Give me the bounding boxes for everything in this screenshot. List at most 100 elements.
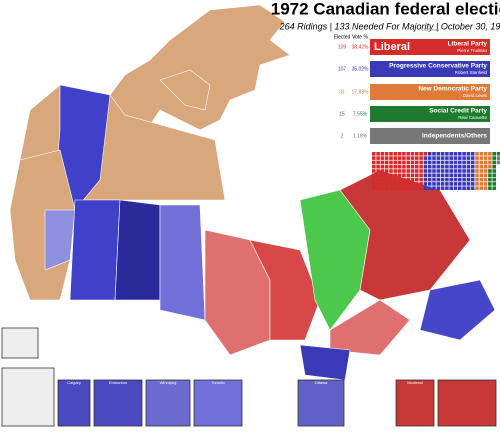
leader: Pierre Trudeau [457, 48, 487, 53]
seat [449, 169, 453, 173]
seat [402, 169, 406, 173]
party-name: Progressive Conservative Party [389, 63, 487, 70]
seat [406, 182, 410, 186]
seat [470, 152, 475, 156]
seat [415, 156, 419, 160]
seat [410, 177, 415, 182]
seat [440, 186, 445, 190]
seat [440, 182, 445, 186]
seat [389, 173, 393, 178]
seat [432, 182, 436, 186]
seat [479, 186, 484, 190]
seat [423, 152, 428, 156]
seat [372, 156, 376, 160]
seat [432, 160, 436, 165]
seat [427, 169, 432, 173]
seat [488, 177, 492, 182]
seat [415, 173, 419, 178]
seat [372, 164, 376, 169]
seat [466, 186, 471, 190]
seat [488, 186, 492, 190]
seat [492, 186, 496, 190]
seat [462, 156, 466, 160]
seat [458, 182, 462, 186]
seat [453, 152, 458, 156]
seat [453, 173, 458, 178]
seat [440, 160, 445, 165]
seat [397, 164, 402, 169]
seat [423, 186, 428, 190]
seat [406, 177, 410, 182]
seat [410, 182, 415, 186]
seat [432, 156, 436, 160]
seat [423, 173, 428, 178]
seat [440, 152, 445, 156]
seat [389, 164, 393, 169]
seat [419, 152, 423, 156]
seat [488, 152, 492, 156]
party-bar [370, 39, 490, 55]
seat [496, 152, 500, 156]
seat [427, 182, 432, 186]
insets [1, 327, 497, 427]
seat [483, 169, 488, 173]
seat [449, 156, 453, 160]
seat [479, 177, 484, 182]
seats: 107 [338, 66, 347, 72]
seat [415, 164, 419, 169]
seat [427, 152, 432, 156]
party-name: Independents/Others [422, 133, 487, 140]
seat [372, 152, 376, 156]
seat [479, 169, 484, 173]
seat [470, 156, 475, 160]
seat [380, 169, 385, 173]
title: 1972 Canadian federal election [271, 0, 500, 18]
seat [376, 169, 380, 173]
seat [436, 160, 441, 165]
seat [419, 164, 423, 169]
seat [453, 177, 458, 182]
seat [397, 169, 402, 173]
seat [458, 164, 462, 169]
seat [449, 173, 453, 178]
party-name: New Democratic Party [418, 86, 487, 93]
seat [380, 160, 385, 165]
seat [462, 177, 466, 182]
seat [376, 160, 380, 165]
seat [479, 156, 484, 160]
seat [458, 169, 462, 173]
seat [492, 152, 496, 156]
seat [470, 182, 475, 186]
seat [393, 152, 398, 156]
seat [372, 177, 376, 182]
seat [397, 177, 402, 182]
seat [419, 156, 423, 160]
seat [483, 173, 488, 178]
seat [389, 186, 393, 190]
seat [415, 169, 419, 173]
seat [436, 164, 441, 169]
seat [384, 177, 389, 182]
seat [483, 177, 488, 182]
seat [440, 164, 445, 169]
seat [462, 160, 466, 165]
seat [389, 177, 393, 182]
seat [436, 169, 441, 173]
leader: Robert Stanfield [455, 70, 488, 75]
party-bar [370, 61, 490, 77]
seat [423, 177, 428, 182]
seat [393, 164, 398, 169]
seat [427, 173, 432, 178]
seat [410, 173, 415, 178]
subtitle: 264 Ridings | 133 Needed For Majority | … [279, 21, 500, 31]
seat [410, 164, 415, 169]
seat [384, 182, 389, 186]
seat [372, 186, 376, 190]
seat [389, 169, 393, 173]
seat [475, 164, 479, 169]
seat [470, 186, 475, 190]
seat [393, 160, 398, 165]
seat [376, 164, 380, 169]
seat [466, 152, 471, 156]
seat [372, 169, 376, 173]
